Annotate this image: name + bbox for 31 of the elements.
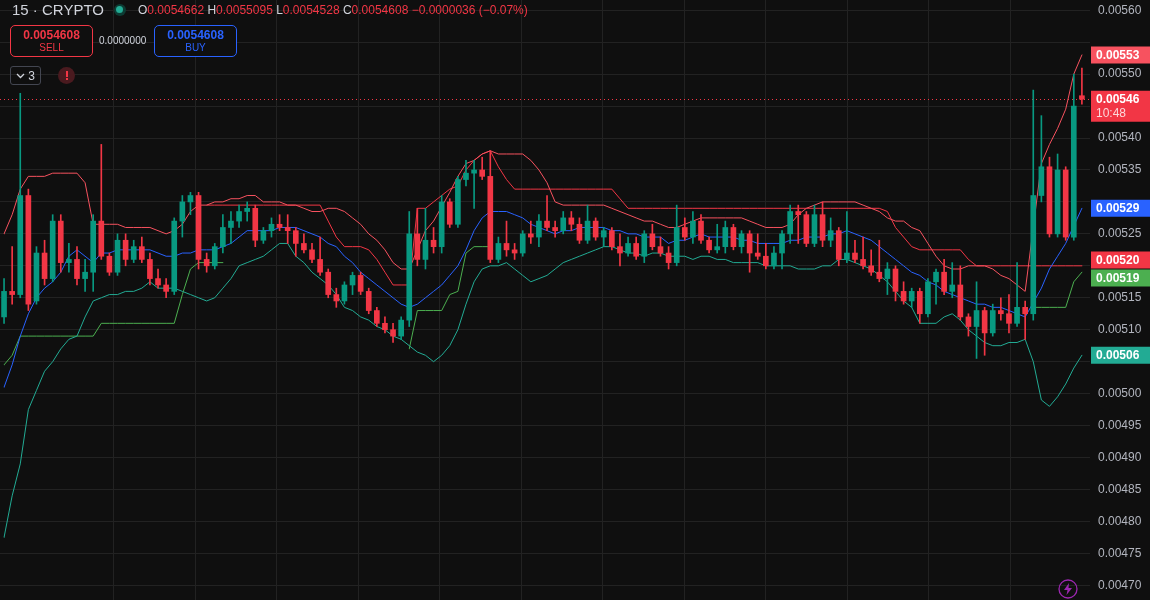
data-label: 0.00519 — [1096, 270, 1140, 285]
chart-subtitle: O0.0054662 H0.0055095 L0.0054528 C0.0054608 −0.0000036 (−0.07%) — [137, 2, 528, 17]
y-tick-label: 0.00550 — [1098, 66, 1142, 81]
data-label: 0.00529 — [1096, 201, 1140, 216]
y-tick-label: 0.00560 — [1098, 2, 1142, 17]
annotation: 0.0000000 — [99, 35, 147, 47]
dropdown-button: 3 — [10, 66, 41, 85]
annotation: 0.0054608 — [167, 28, 224, 42]
y-tick-label: 0.00535 — [1098, 162, 1142, 177]
y-tick-label: 0.00485 — [1098, 481, 1142, 496]
sell-button: 0.0054608 SELL — [10, 25, 93, 57]
y-tick-label: 0.00510 — [1098, 322, 1142, 337]
y-tick-label: 0.00515 — [1098, 290, 1142, 305]
y-tick-label: 0.00470 — [1098, 577, 1142, 592]
annotation: SELL — [39, 42, 64, 54]
data-label: 0.00506 — [1096, 348, 1140, 363]
annotation: 0.0054608 — [23, 28, 80, 42]
chart-title: 15 · CRYPTO — [12, 1, 104, 18]
buy-button: 0.0054608 BUY — [154, 25, 237, 57]
y-tick-label: 0.00540 — [1098, 130, 1142, 145]
ref-line-label: 0.00546 10:48 — [1096, 91, 1140, 120]
annotation: 3 — [28, 68, 35, 83]
y-tick-label: 0.00525 — [1098, 226, 1142, 241]
y-tick-label: 0.00495 — [1098, 417, 1142, 432]
annotation: BUY — [185, 42, 206, 54]
y-tick-label: 0.00480 — [1098, 513, 1142, 528]
y-tick-label: 0.00500 — [1098, 385, 1142, 400]
data-label: 0.00520 — [1096, 252, 1140, 267]
y-tick-label: 0.00490 — [1098, 449, 1142, 464]
data-label: 0.00553 — [1096, 47, 1140, 62]
y-tick-label: 0.00475 — [1098, 545, 1142, 560]
